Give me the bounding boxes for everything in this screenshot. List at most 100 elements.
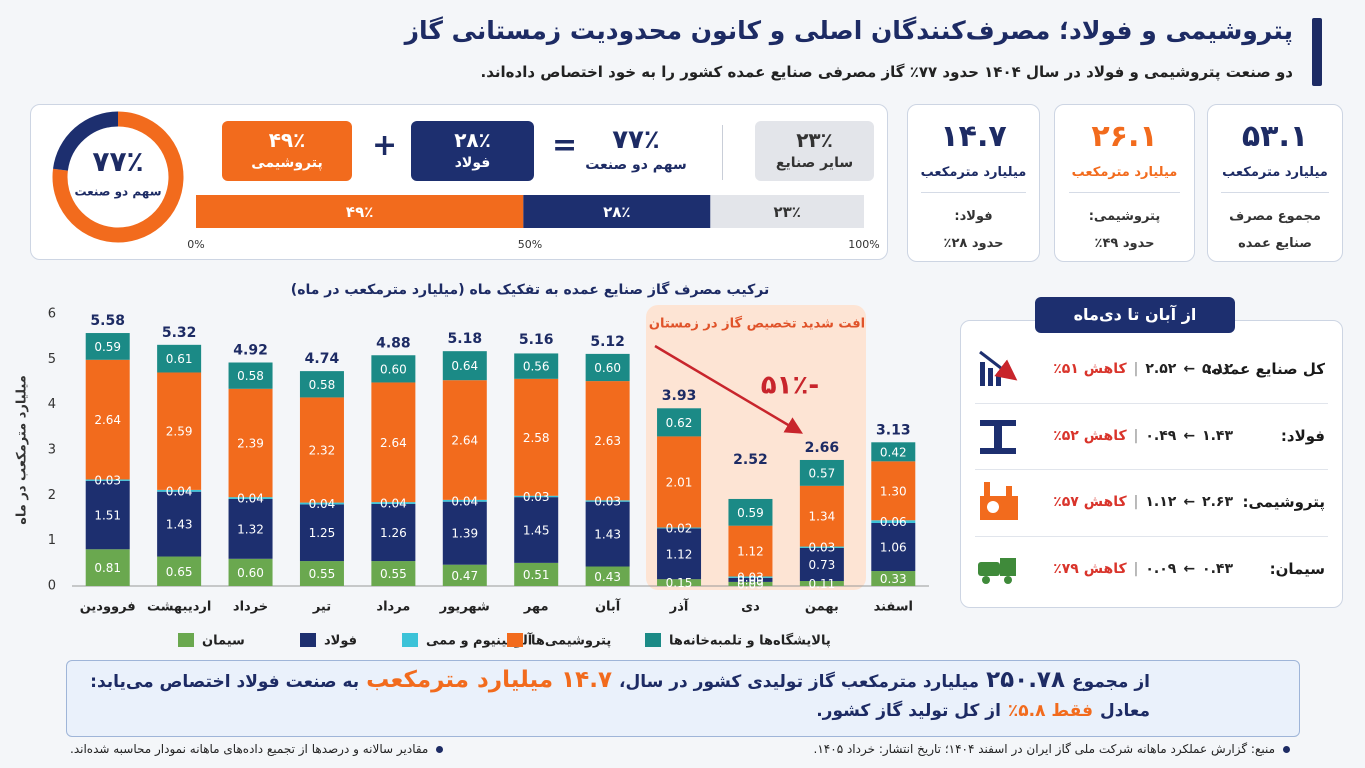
bar-segment bbox=[871, 522, 916, 572]
segment-label: 1.12 bbox=[666, 547, 693, 561]
bar-segment bbox=[657, 527, 702, 529]
card-unit: میلیارد مترمکعب bbox=[920, 165, 1027, 180]
bar-segment bbox=[514, 378, 559, 496]
segment-label: 0.03 bbox=[94, 474, 121, 488]
donut-segment bbox=[52, 111, 184, 243]
bar-segment bbox=[85, 479, 130, 481]
segment-label: 1.39 bbox=[451, 527, 478, 541]
row-change: کاهش ۵۷٪ bbox=[1053, 494, 1127, 511]
change-row: سیمان: ۰.۴۳ ← ۰.۰۹ | کاهش ۷۹٪ bbox=[960, 545, 1343, 595]
plus-sign: + bbox=[372, 128, 398, 163]
card-line: صنایع عمده bbox=[1238, 236, 1312, 251]
segment-label: 1.34 bbox=[809, 510, 836, 524]
segment-label: 0.09 bbox=[737, 573, 764, 587]
y-tick-label: 1 bbox=[48, 533, 56, 548]
segment-label: 2.32 bbox=[309, 444, 336, 458]
legend-label: سیمان bbox=[202, 634, 245, 649]
card-line: مجموع مصرف bbox=[1229, 209, 1321, 224]
change-row: کل صنایع عمده: ۵.۱۲ ← ۲.۵۲ | کاهش ۵۱٪ bbox=[960, 345, 1343, 395]
box-steel: ۲۸٪ فولاد bbox=[411, 121, 534, 181]
box-value: ۴۹٪ bbox=[268, 128, 306, 152]
change-row: فولاد: ۱.۴۳ ← ۰.۴۹ | کاهش ۵۲٪ bbox=[960, 412, 1343, 462]
bar-segment bbox=[371, 502, 416, 504]
change-panel-title: از آبان تا دی‌ماه bbox=[1035, 297, 1235, 333]
row-separator: | bbox=[1133, 427, 1139, 444]
icon-petrochemical bbox=[980, 482, 1018, 520]
segment-label: 2.58 bbox=[523, 431, 550, 445]
bar-segment bbox=[228, 498, 273, 559]
segment-label: 0.04 bbox=[380, 497, 407, 511]
bar-segment bbox=[728, 525, 773, 577]
segment-label: 0.57 bbox=[809, 466, 836, 480]
x-tick-label: فروودین bbox=[80, 600, 136, 615]
box-label: پتروشیمی bbox=[251, 155, 323, 171]
segment-label: 2.64 bbox=[94, 413, 121, 427]
row-to: ۱.۱۲ bbox=[1145, 494, 1177, 511]
annotation: افت شدید تخصیص گاز در زمستان bbox=[649, 316, 865, 332]
segment-label: 0.43 bbox=[594, 570, 621, 584]
bar-segment bbox=[299, 371, 344, 398]
segment-label: 0.04 bbox=[166, 484, 193, 498]
segment-label: 0.06 bbox=[880, 515, 907, 529]
bar-segment bbox=[371, 561, 416, 586]
y-tick-label: 5 bbox=[48, 352, 56, 367]
footer-source: منبع: گزارش عملکرد ماهانه شرکت ملی گاز ا… bbox=[814, 742, 1290, 756]
bar-segment bbox=[85, 549, 130, 586]
bar-segment bbox=[514, 495, 559, 498]
bar-segment bbox=[871, 571, 916, 586]
icon-total bbox=[979, 350, 1018, 386]
subtitle: دو صنعت پتروشیمی و فولاد در سال ۱۴۰۴ حدو… bbox=[480, 63, 1293, 81]
x-tick-label: تیر bbox=[312, 600, 331, 615]
row-values: ۱.۴۳ ← ۰.۴۹ | کاهش ۵۲٪ bbox=[1053, 428, 1233, 444]
segment-label: 1.45 bbox=[523, 524, 550, 538]
chart-title: ترکیب مصرف گاز صنایع عمده به تفکیک ماه (… bbox=[291, 281, 769, 298]
highlight-text: به صنعت فولاد اختصاص می‌یابد: bbox=[90, 672, 360, 692]
card-rule bbox=[1068, 192, 1181, 193]
bar-segment bbox=[85, 480, 130, 550]
x-tick-label: 0% bbox=[187, 238, 204, 251]
segment-label: 1.30 bbox=[880, 484, 907, 498]
box-label: سهم دو صنعت bbox=[585, 157, 687, 173]
segment-label: 0.11 bbox=[809, 577, 836, 591]
card-steel: ۱۴.۷ میلیارد مترمکعب فولاد: حدود ۲۸٪ bbox=[907, 104, 1040, 262]
bar-segment bbox=[442, 499, 487, 502]
title: پتروشیمی و فولاد؛ مصرف‌کنندگان اصلی و کا… bbox=[404, 16, 1293, 45]
bar-segment bbox=[657, 408, 702, 437]
segment-label: 1.43 bbox=[594, 528, 621, 542]
row-arrow: ← bbox=[1183, 361, 1196, 377]
bar-segment bbox=[85, 359, 130, 480]
total-label: 2.52 bbox=[733, 452, 768, 468]
segment-label: 0.03 bbox=[737, 571, 764, 585]
segment-label: 0.59 bbox=[737, 506, 764, 520]
segment-label: 1.25 bbox=[309, 526, 336, 540]
bar-segment bbox=[728, 577, 773, 582]
bar-segment bbox=[514, 497, 559, 563]
row-from: ۵.۱۲ bbox=[1202, 361, 1233, 377]
bar-segment bbox=[728, 576, 773, 578]
row-arrow: ← bbox=[1183, 561, 1196, 578]
legend-swatch bbox=[402, 633, 418, 647]
bar-segment bbox=[799, 459, 844, 486]
segment-label: 0.61 bbox=[166, 352, 193, 366]
share-segment bbox=[523, 195, 711, 228]
bar-segment bbox=[657, 528, 702, 580]
highlight-line: معادل فقط ۵.۸٪ از کل تولید گاز کشور. bbox=[816, 701, 1150, 721]
bar-segment bbox=[157, 491, 202, 557]
bar-segment bbox=[799, 547, 844, 582]
segment-label: 2.63 bbox=[594, 434, 621, 448]
bar-segment bbox=[514, 562, 559, 586]
bar-segment bbox=[871, 442, 916, 462]
row-separator: | bbox=[1133, 561, 1139, 578]
highlight-line: از مجموع ۲۵۰.۷۸ میلیارد مترمکعب گاز تولی… bbox=[90, 667, 1150, 693]
total-label: 5.32 bbox=[162, 325, 197, 341]
bar-segment bbox=[585, 353, 630, 382]
bar-segment bbox=[371, 503, 416, 562]
segment-label: 0.33 bbox=[880, 572, 907, 586]
segment-label: 0.03 bbox=[594, 495, 621, 509]
bullet bbox=[1283, 745, 1290, 753]
y-axis-label: میلیارد مترمکعب در ماه bbox=[15, 375, 30, 525]
row-to: ۲.۵۲ bbox=[1145, 361, 1177, 377]
bar-segment bbox=[657, 436, 702, 528]
